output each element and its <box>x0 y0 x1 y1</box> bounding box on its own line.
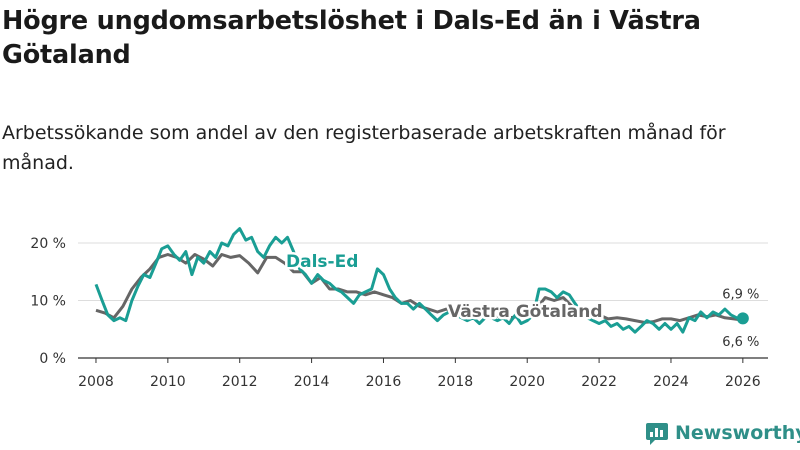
x-axis: 2008 2010 2012 2014 2016 2018 2020 2022 2024 2026 <box>78 358 761 390</box>
end-value-vastra-gotaland: 6,6 % <box>722 335 759 350</box>
x-tick-label: 2014 <box>294 374 330 390</box>
x-tick-label: 2026 <box>725 374 761 390</box>
series-label-vastra-gotaland-halo: Västra Götaland <box>448 302 603 322</box>
x-tick-label: 2008 <box>78 374 114 390</box>
x-tick-label: 2012 <box>222 374 258 390</box>
x-tick-label: 2024 <box>653 374 689 390</box>
y-tick-label: 0 % <box>39 351 66 367</box>
chart-title: Högre ungdomsarbetslöshet i Dals-Ed än i… <box>2 6 701 70</box>
series-line-dals-ed <box>94 227 743 334</box>
series-label-dals-ed: Dals-Ed <box>286 252 358 272</box>
x-tick-label: 2020 <box>509 374 545 390</box>
series-lines <box>94 227 744 334</box>
y-axis: 0 % 10 % 20 % <box>30 236 66 367</box>
series-line-v-stra-g-taland <box>95 253 744 324</box>
series-label-dals-ed-halo: Dals-Ed <box>286 252 358 272</box>
newsworthy-logo-icon <box>646 423 668 445</box>
end-point-dals-ed <box>736 312 749 325</box>
end-value-dals-ed: 6,9 % <box>722 287 759 302</box>
chart-subtitle: Arbetssökande som andel av den registerb… <box>2 122 726 174</box>
x-tick-label: 2010 <box>150 374 186 390</box>
y-tick-label: 20 % <box>30 236 66 252</box>
series-label-vastra-gotaland: Västra Götaland <box>448 302 603 322</box>
newsworthy-logo[interactable]: Newsworthy <box>645 420 800 446</box>
gridlines <box>78 242 768 359</box>
x-tick-label: 2022 <box>581 374 617 390</box>
y-tick-label: 10 % <box>30 294 66 310</box>
x-tick-label: 2016 <box>366 374 402 390</box>
brand-name: Newsworthy <box>675 422 800 444</box>
x-tick-label: 2018 <box>438 374 474 390</box>
